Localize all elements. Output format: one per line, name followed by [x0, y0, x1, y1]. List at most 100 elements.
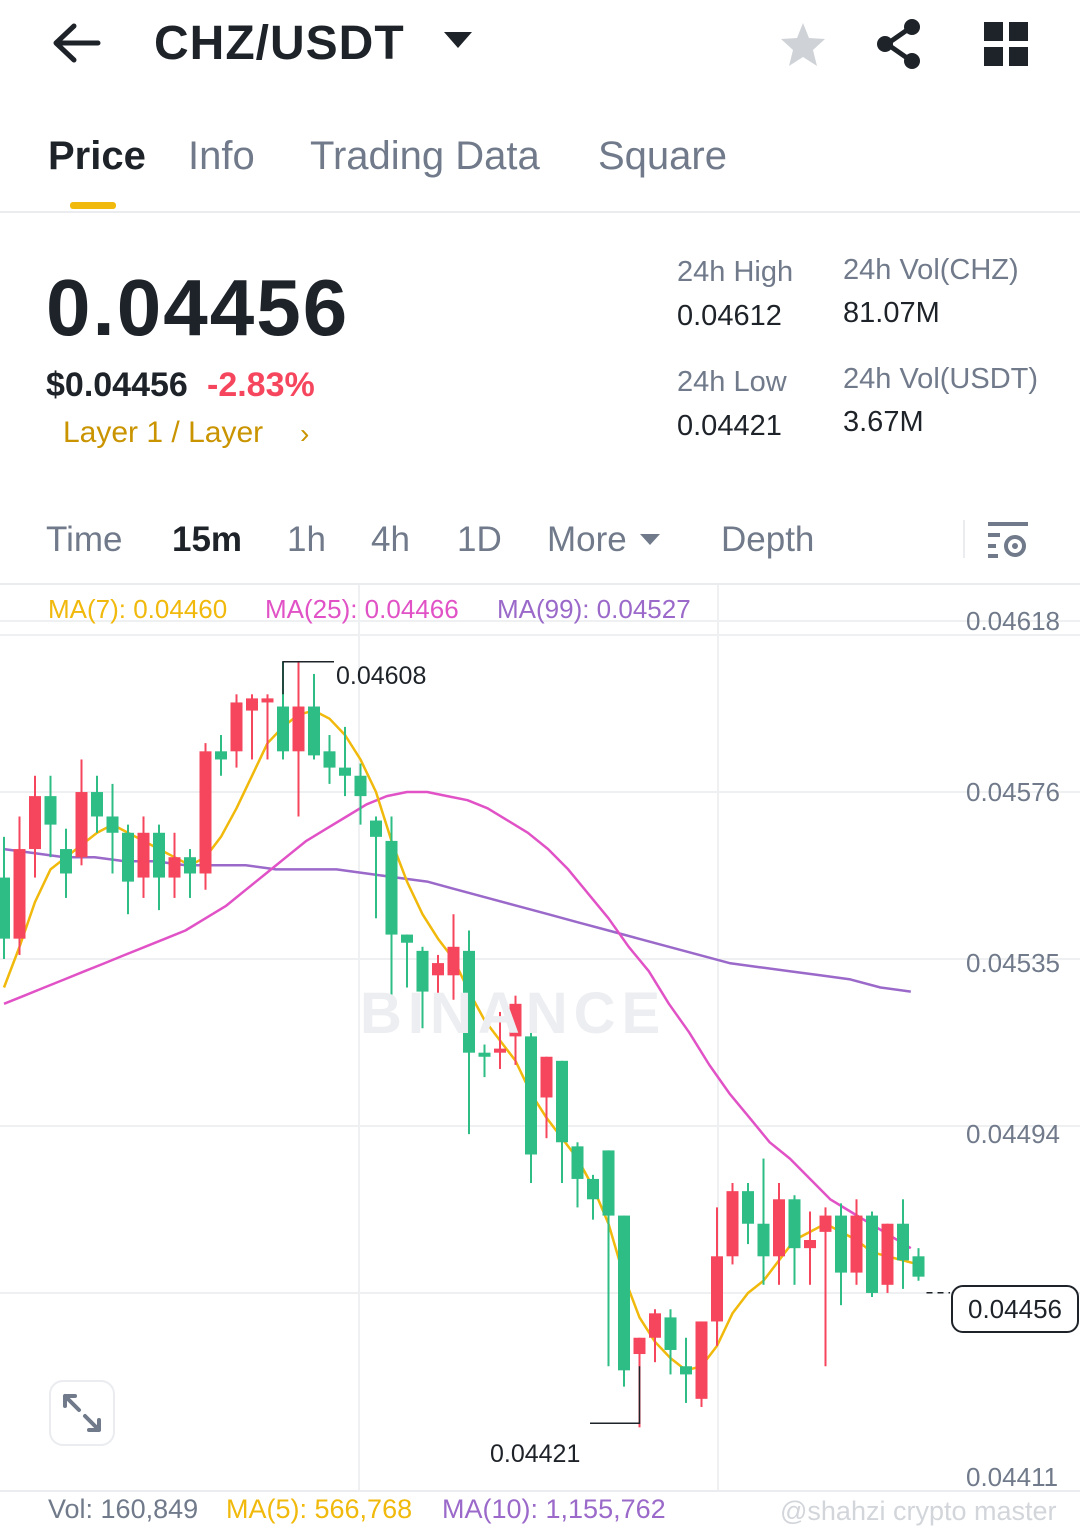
interval-4h[interactable]: 4h	[371, 520, 410, 559]
candle-body	[711, 1256, 723, 1322]
candle-body	[478, 1052, 491, 1057]
ma99-indicator: MA(99): 0.04527	[497, 594, 691, 624]
candle-body	[866, 1215, 878, 1293]
fullscreen-button[interactable]	[49, 1380, 115, 1446]
candle-body	[246, 698, 258, 711]
candle-body	[44, 796, 57, 825]
candle-body	[29, 796, 41, 850]
more-dropdown-icon[interactable]	[640, 534, 660, 545]
favorite-star-icon[interactable]	[778, 20, 828, 70]
ma7-indicator: MA(7): 0.04460	[48, 594, 228, 624]
candle-body	[261, 698, 274, 703]
candle-body	[447, 946, 460, 976]
expand-icon	[63, 1394, 101, 1432]
candle-body	[649, 1313, 661, 1338]
candle-body	[13, 849, 26, 939]
pair-title[interactable]: CHZ/USDT	[154, 17, 405, 70]
candle-body	[633, 1337, 646, 1355]
current-price-tag[interactable]: 0.04456	[951, 1285, 1079, 1333]
tab-price[interactable]: Price	[48, 134, 146, 178]
candle-body	[354, 775, 367, 797]
candle-body	[618, 1215, 630, 1371]
candlestick-chart[interactable]	[0, 585, 1080, 1536]
y-tick-label: 0.04494	[966, 1119, 1060, 1149]
candle-body	[215, 751, 227, 760]
depth-tab[interactable]: Depth	[721, 520, 815, 559]
grid-menu-icon[interactable]	[984, 22, 1028, 66]
candle-body	[881, 1223, 894, 1285]
lowest-price-label: 0.04421	[490, 1440, 581, 1468]
candle-body	[525, 1036, 537, 1155]
interval-1d[interactable]: 1D	[457, 520, 502, 559]
candle-body	[401, 934, 413, 943]
candle-body	[850, 1215, 863, 1273]
candle-body	[788, 1199, 801, 1249]
candle-body	[695, 1321, 708, 1399]
candle-body	[339, 767, 351, 776]
highest-marker-line	[282, 660, 334, 695]
lowest-marker-line	[590, 1366, 641, 1425]
pair-dropdown-icon[interactable]	[444, 32, 472, 48]
volume-value: Vol: 160,849	[48, 1494, 199, 1524]
candle-body	[463, 950, 475, 1053]
candle-body	[323, 751, 336, 768]
y-tick-label: 0.04535	[966, 948, 1060, 978]
candle-body	[75, 792, 88, 858]
candle-body	[137, 832, 150, 878]
share-icon[interactable]	[874, 18, 924, 70]
candle-body	[106, 816, 119, 833]
candle-body	[540, 1056, 553, 1098]
volume-ma10: MA(10): 1,155,762	[442, 1494, 666, 1524]
interval-more[interactable]: More	[547, 520, 627, 559]
candle-body	[819, 1215, 832, 1232]
low-label: 24h Low	[677, 366, 787, 398]
volume-ma5: MA(5): 566,768	[226, 1494, 413, 1524]
y-tick-label: 0.04576	[966, 777, 1060, 807]
interval-time[interactable]: Time	[46, 520, 123, 559]
chart-settings-icon[interactable]	[986, 518, 1030, 560]
price-change: -2.83%	[207, 366, 315, 404]
candle-body	[602, 1150, 615, 1216]
candle-body	[757, 1223, 770, 1257]
ma25-line	[3, 790, 912, 1250]
candle-body	[277, 706, 289, 752]
candle-body	[168, 857, 181, 878]
candle-body	[60, 849, 72, 874]
candle-body	[91, 792, 103, 817]
candle-body	[835, 1215, 847, 1273]
back-arrow-icon[interactable]	[50, 20, 102, 66]
candle-body	[416, 950, 429, 992]
interval-15m[interactable]: 15m	[172, 520, 243, 559]
high-label: 24h High	[677, 256, 794, 288]
brand-watermark: BINANCE	[360, 981, 667, 1046]
candle-body	[556, 1060, 568, 1143]
candle-body	[587, 1178, 599, 1200]
highest-price-label: 0.04608	[336, 662, 427, 690]
interval-1h[interactable]: 1h	[287, 520, 326, 559]
candle-body	[897, 1223, 909, 1261]
candle-body	[494, 1048, 506, 1053]
candle-body	[0, 877, 10, 939]
tab-info[interactable]: Info	[188, 134, 255, 178]
candle-body	[742, 1191, 754, 1224]
candle-body	[664, 1317, 677, 1350]
chevron-right-icon[interactable]: ›	[300, 418, 310, 449]
candle-body	[199, 751, 212, 874]
vol-usdt-label: 24h Vol(USDT)	[843, 363, 1039, 395]
y-tick-label: 0.04411	[966, 1462, 1059, 1492]
ma25-indicator: MA(25): 0.04466	[265, 594, 459, 624]
candle-body	[773, 1199, 785, 1257]
y-tick-label: 0.04618	[966, 606, 1060, 636]
candle-body	[153, 832, 165, 878]
candle-body	[370, 820, 382, 837]
candle-body	[912, 1256, 925, 1277]
candle-body	[571, 1146, 584, 1179]
tab-square[interactable]: Square	[598, 134, 727, 178]
category-tag-link[interactable]: Layer 1 / Layer	[63, 416, 264, 449]
vol-usdt-value: 3.67M	[843, 406, 924, 438]
volume-divider	[0, 1490, 1080, 1492]
candle-body	[184, 857, 196, 874]
active-tab-indicator	[70, 202, 116, 209]
tab-trading-data[interactable]: Trading Data	[310, 134, 540, 178]
candle-body	[432, 963, 444, 976]
